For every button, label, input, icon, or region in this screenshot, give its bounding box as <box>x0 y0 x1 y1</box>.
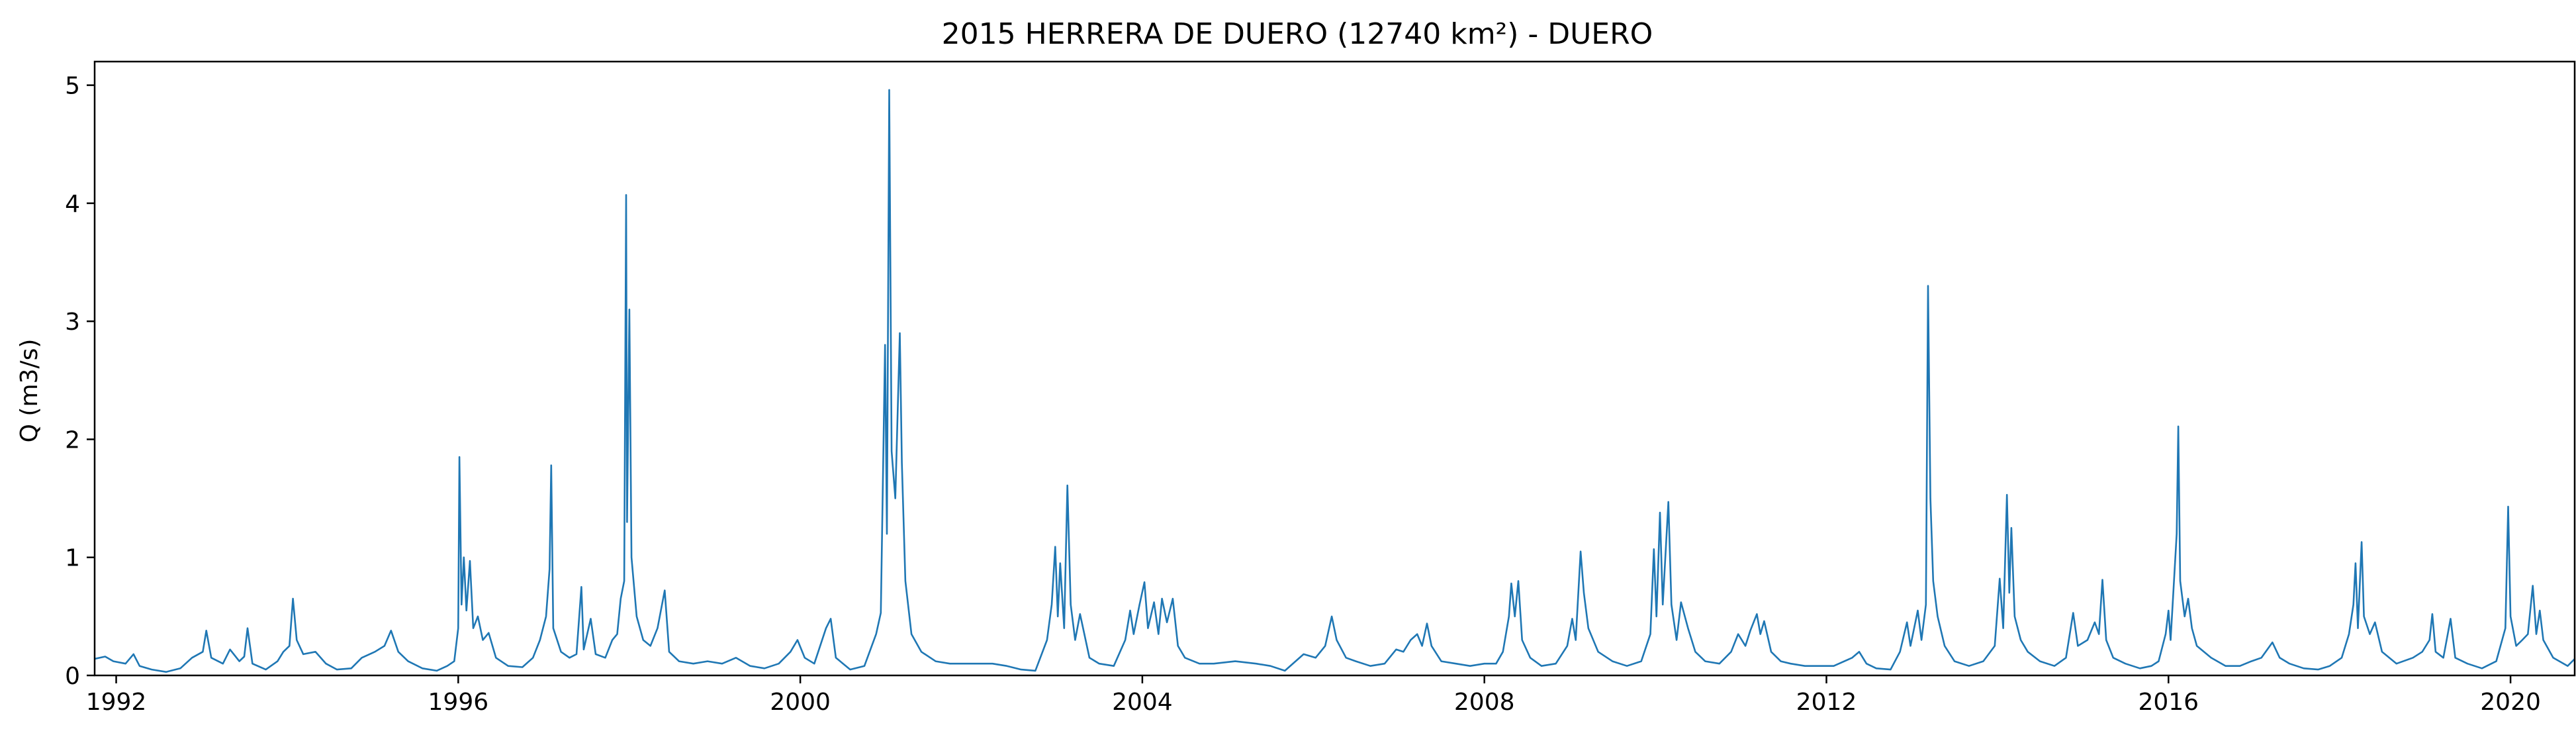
series-layer <box>95 89 2575 673</box>
x-tick-label-6: 2016 <box>2138 689 2199 716</box>
x-tick-label-5: 2012 <box>1796 689 1857 716</box>
chart-title: 2015 HERRERA DE DUERO (12740 km²) - DUER… <box>942 17 1653 51</box>
x-tick-label-4: 2008 <box>1454 689 1515 716</box>
series-line-0 <box>95 89 2575 673</box>
y-tick-label-1: 1 <box>65 545 80 572</box>
plot-frame <box>93 60 2576 677</box>
x-tick-label-0: 1992 <box>86 689 147 716</box>
y-tick-label-5: 5 <box>65 73 80 100</box>
y-axis: 0 1 2 3 4 5 <box>65 73 95 690</box>
x-tick-label-3: 2004 <box>1112 689 1173 716</box>
x-axis: 1992 1996 2000 2004 2008 2012 2016 2020 <box>86 675 2541 716</box>
x-tick-label-1: 1996 <box>428 689 489 716</box>
y-tick-label-0: 0 <box>65 663 80 690</box>
y-axis-label: Q (m3/s) <box>16 339 43 443</box>
y-tick-label-3: 3 <box>65 309 80 336</box>
y-tick-label-4: 4 <box>65 191 80 218</box>
x-tick-label-2: 2000 <box>770 689 831 716</box>
y-tick-label-2: 2 <box>65 426 80 454</box>
x-tick-label-7: 2020 <box>2480 689 2541 716</box>
